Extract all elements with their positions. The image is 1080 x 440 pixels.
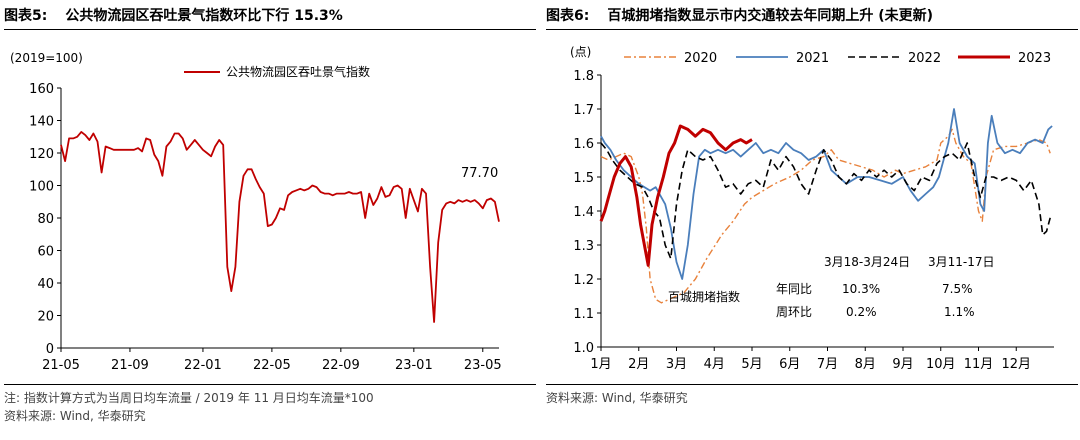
x-tick-label: 21-09 bbox=[111, 358, 149, 373]
x-tick-label: 22-05 bbox=[253, 358, 291, 373]
chart-panel-congestion: 图表6: 百城拥堵指数显示市内交通较去年同期上升 (未更新) (点) 2020 20… bbox=[546, 0, 1078, 440]
series-line bbox=[60, 131, 500, 323]
table-cell: 0.2% bbox=[846, 305, 877, 319]
y-tick-label: 40 bbox=[37, 277, 54, 292]
footer-rule bbox=[4, 384, 536, 385]
x-tick-label: 12月 bbox=[1001, 357, 1031, 372]
plot-area bbox=[60, 131, 500, 323]
footer-rule bbox=[546, 384, 1078, 385]
x-tick-label: 6月 bbox=[779, 357, 800, 372]
curve-annotation: 百城拥堵指数 bbox=[668, 289, 740, 304]
y-tick-label: 1.0 bbox=[573, 341, 594, 356]
title-rule bbox=[4, 29, 536, 30]
x-tick-label: 3月 bbox=[666, 357, 687, 372]
x-tick-label: 23-05 bbox=[464, 358, 502, 373]
y-tick-label: 1.3 bbox=[573, 239, 594, 254]
row-label: 周环比 bbox=[776, 305, 812, 319]
legend-label: 公共物流园区吞吐景气指数 bbox=[226, 64, 370, 79]
y-tick-label: 0 bbox=[46, 342, 54, 357]
legend-label: 2022 bbox=[908, 51, 941, 66]
y-tick-label: 60 bbox=[37, 245, 54, 260]
figure-label: 图表6: bbox=[546, 8, 590, 24]
x-tick-label: 21-05 bbox=[42, 358, 80, 373]
y-tick-label: 1.5 bbox=[573, 171, 594, 186]
x-tick-label: 10月 bbox=[926, 357, 956, 372]
x-tick-label: 8月 bbox=[855, 357, 876, 372]
series-line-2022 bbox=[600, 142, 1051, 260]
last-value-label: 77.70 bbox=[461, 166, 498, 181]
x-tick-label: 1月 bbox=[590, 357, 611, 372]
series-line-2021 bbox=[600, 108, 1053, 280]
x-tick-label: 23-01 bbox=[395, 358, 433, 373]
logistics-index-chart: (2019=100) 公共物流园区吞吐景气指数 0 20 40 60 80 100 120 1… bbox=[10, 51, 502, 373]
y-tick-label: 1.4 bbox=[573, 205, 594, 220]
x-tick-label: 2月 bbox=[628, 357, 649, 372]
series-line-2020 bbox=[600, 128, 1051, 304]
title-rule bbox=[546, 29, 1078, 30]
stats-table: 3月18-3月24日 3月11-17日 年同比 10.3% 7.5% 周环比 0… bbox=[776, 255, 995, 319]
y-tick-label: 1.8 bbox=[573, 69, 594, 84]
col-header: 3月18-3月24日 bbox=[824, 255, 910, 269]
table-cell: 7.5% bbox=[942, 282, 973, 296]
x-tick-label: 22-09 bbox=[322, 358, 360, 373]
x-tick-label: 7月 bbox=[817, 357, 838, 372]
chart-title: 图表5: 公共物流园区吞吐景气指数环比下行 15.3% bbox=[4, 4, 536, 28]
chart-panel-logistics: 图表5: 公共物流园区吞吐景气指数环比下行 15.3% (2019=100) 公共… bbox=[4, 0, 536, 440]
y-tick-label: 100 bbox=[29, 180, 54, 195]
y-tick-label: 140 bbox=[29, 115, 54, 130]
axes: 0 20 40 60 80 100 120 140 160 21-05 21-09 22-01 22-0… bbox=[29, 82, 501, 373]
plot-area bbox=[599, 108, 1053, 304]
x-tick-label: 22-01 bbox=[184, 358, 222, 373]
x-tick-label: 4月 bbox=[704, 357, 725, 372]
footnote: 资料来源: Wind, 华泰研究 bbox=[546, 389, 688, 407]
legend-label: 2021 bbox=[796, 51, 829, 66]
title-text: 公共物流园区吞吐景气指数环比下行 15.3% bbox=[65, 8, 343, 24]
legend-label: 2020 bbox=[684, 51, 717, 66]
footnote-line-1: 注: 指数计算方式为当周日均车流量 / 2019 年 11 月日均车流量*100 bbox=[4, 391, 374, 405]
y-tick-label: 120 bbox=[29, 147, 54, 162]
row-label: 年同比 bbox=[776, 282, 812, 296]
congestion-index-chart: (点) 2020 2021 2022 2023 1.01.11.21.31.41.51… bbox=[570, 45, 1054, 372]
legend: 2020 2021 2022 2023 bbox=[624, 51, 1051, 66]
y-tick-label: 160 bbox=[29, 82, 54, 97]
y-tick-label: 80 bbox=[37, 212, 54, 227]
col-header: 3月11-17日 bbox=[928, 255, 995, 269]
y-tick-label: 1.6 bbox=[573, 137, 594, 152]
legend-label: 2023 bbox=[1018, 51, 1051, 66]
unit-note: (点) bbox=[570, 45, 591, 59]
y-tick-label: 1.1 bbox=[573, 307, 594, 322]
x-tick-label: 11月 bbox=[964, 357, 994, 372]
unit-note: (2019=100) bbox=[10, 51, 83, 65]
y-tick-label: 1.7 bbox=[573, 103, 594, 118]
footnote: 注: 指数计算方式为当周日均车流量 / 2019 年 11 月日均车流量*100… bbox=[4, 389, 374, 425]
footnote-line-1: 资料来源: Wind, 华泰研究 bbox=[546, 391, 688, 405]
title-text: 百城拥堵指数显示市内交通较去年同期上升 (未更新) bbox=[607, 8, 934, 24]
axes: 1.0 1.1 1.2 1.3 1.4 1.5 1.6 1.7 1.8 1月 2月 3月 4月 5月 6月 7… bbox=[573, 69, 1054, 372]
x-tick-label: 5月 bbox=[741, 357, 762, 372]
y-tick-label: 20 bbox=[37, 310, 54, 325]
footnote-line-2: 资料来源: Wind, 华泰研究 bbox=[4, 409, 146, 423]
chart-title: 图表6: 百城拥堵指数显示市内交通较去年同期上升 (未更新) bbox=[546, 4, 1078, 28]
y-tick-label: 1.2 bbox=[573, 273, 594, 288]
table-cell: 1.1% bbox=[944, 305, 975, 319]
figure-label: 图表5: bbox=[4, 8, 48, 24]
series-line-2023 bbox=[599, 124, 753, 267]
x-tick-label: 9月 bbox=[892, 357, 913, 372]
table-cell: 10.3% bbox=[842, 282, 880, 296]
